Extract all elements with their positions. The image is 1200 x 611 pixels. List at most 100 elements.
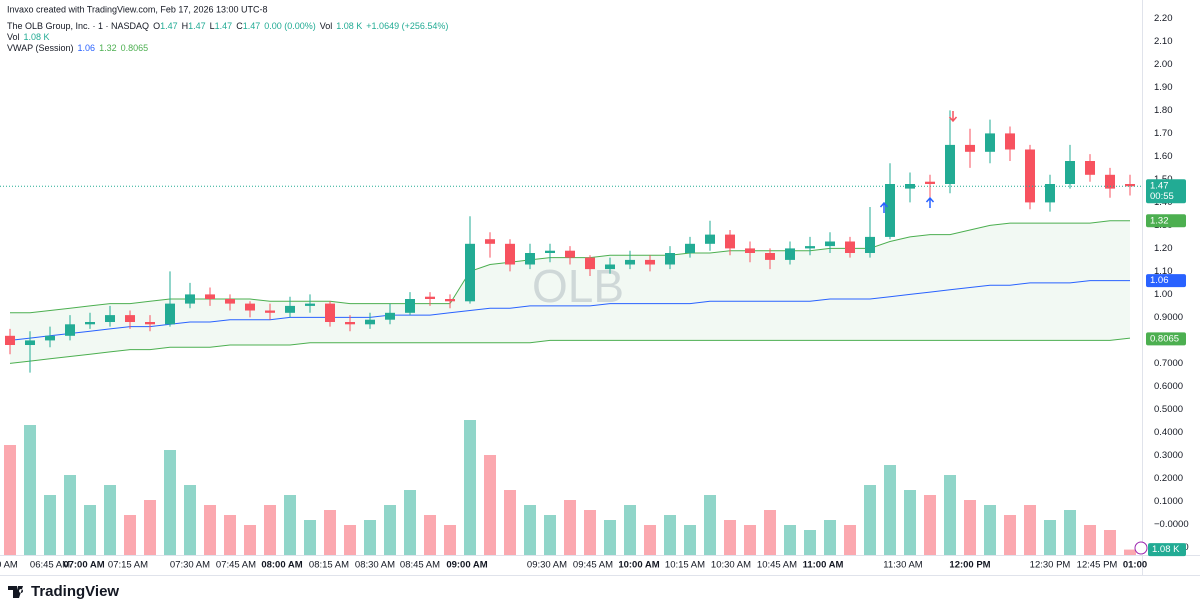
volume-bar bbox=[784, 525, 796, 555]
y-tick-label: 1.20 bbox=[1154, 243, 1173, 254]
legend-item: 1.47 bbox=[215, 21, 233, 31]
legend-item: 1.06 bbox=[78, 43, 96, 53]
candle-body bbox=[1025, 149, 1035, 203]
price-label-box bbox=[1146, 274, 1186, 288]
candle-body bbox=[965, 144, 975, 152]
volume-bar bbox=[544, 515, 556, 555]
legend-item: The OLB Group, Inc. · 1 · NASDAQ bbox=[7, 21, 149, 31]
volume-label: 1.08 K bbox=[1152, 544, 1180, 555]
price-label-box bbox=[1146, 214, 1186, 228]
candle-body bbox=[985, 133, 995, 152]
candle-body bbox=[45, 335, 55, 341]
volume-bar bbox=[84, 505, 96, 555]
volume-bar bbox=[364, 520, 376, 555]
candle-body bbox=[285, 305, 295, 313]
candle-body bbox=[865, 236, 875, 254]
volume-bar bbox=[604, 520, 616, 555]
buy-signal bbox=[925, 196, 935, 208]
volume-bar bbox=[104, 485, 116, 555]
candle-body bbox=[185, 294, 195, 304]
legend-item: C bbox=[236, 21, 243, 31]
candle-body bbox=[565, 250, 575, 258]
price-label: 0.8065 bbox=[1150, 333, 1179, 344]
candle-body bbox=[5, 335, 15, 346]
y-tick-label: 0.2000 bbox=[1154, 473, 1183, 484]
volume-bar bbox=[724, 520, 736, 555]
volume-bar bbox=[464, 420, 476, 555]
legend-item: 1.47 bbox=[160, 21, 178, 31]
volume-bar bbox=[924, 495, 936, 555]
price-label: 1.06 bbox=[1150, 275, 1169, 286]
legend-item: 1.47 bbox=[243, 21, 261, 31]
x-tick-label: 11:30 AM bbox=[883, 560, 923, 571]
volume-bar bbox=[264, 505, 276, 555]
legend-item: Vol bbox=[7, 32, 20, 42]
x-tick-label: 08:30 AM bbox=[355, 560, 395, 571]
credit: Invaxo created with TradingView.com, Feb… bbox=[7, 4, 267, 14]
y-tick-label: 0.5000 bbox=[1154, 404, 1183, 415]
volume-bar bbox=[964, 500, 976, 555]
y-tick-label: 2.00 bbox=[1154, 59, 1173, 70]
volume-bar bbox=[444, 525, 456, 555]
volume-bar bbox=[1024, 505, 1036, 555]
volume-bar bbox=[644, 525, 656, 555]
x-tick-label: 08:15 AM bbox=[309, 560, 349, 571]
price-label: 1.47 bbox=[1150, 180, 1169, 191]
candle-body bbox=[25, 340, 35, 346]
candle-body bbox=[645, 259, 655, 265]
y-tick-label: 2.10 bbox=[1154, 36, 1173, 47]
volume-bar bbox=[844, 525, 856, 555]
candle-body bbox=[325, 303, 335, 323]
y-tick-label: 1.10 bbox=[1154, 266, 1173, 277]
volume-bar bbox=[1044, 520, 1056, 555]
y-tick-label: 1.60 bbox=[1154, 151, 1173, 162]
price-label-box bbox=[1146, 179, 1186, 204]
vwap-line bbox=[9, 280, 1130, 341]
candle-body bbox=[305, 303, 315, 306]
legend-item: Vol bbox=[320, 21, 333, 31]
candle-body bbox=[805, 246, 815, 249]
brand: TradingView bbox=[31, 583, 119, 600]
candle-body bbox=[385, 312, 395, 320]
y-tick-label: 0.4000 bbox=[1154, 427, 1183, 438]
x-tick-label: 09:30 AM bbox=[527, 560, 567, 571]
volume-bar bbox=[184, 485, 196, 555]
x-tick-label: 12:45 PM bbox=[1077, 560, 1118, 571]
volume-bar bbox=[864, 485, 876, 555]
volume-bar bbox=[24, 425, 36, 555]
candle-body bbox=[585, 257, 595, 270]
price-axis-bg bbox=[1142, 0, 1200, 575]
legend-item: 1.47 bbox=[188, 21, 206, 31]
candle-body bbox=[165, 303, 175, 325]
price-countdown: 00:55 bbox=[1150, 191, 1174, 202]
x-tick-label: 06:45 AM bbox=[30, 560, 70, 571]
volume-bar bbox=[404, 490, 416, 555]
legend-symbol: The OLB Group, Inc. · 1 · NASDAQ O1.47 H1.… bbox=[7, 21, 448, 31]
candle-body bbox=[665, 253, 675, 265]
x-tick-label: 07:30 AM bbox=[170, 560, 210, 571]
y-tick-label: 0.6000 bbox=[1154, 381, 1183, 392]
volume-bar bbox=[984, 505, 996, 555]
volume-bar bbox=[1084, 525, 1096, 555]
volume-bar bbox=[944, 475, 956, 555]
volume-bar bbox=[624, 505, 636, 555]
sell-signal bbox=[948, 111, 958, 123]
y-tick-label: 0.3000 bbox=[1154, 450, 1183, 461]
volume-bar bbox=[4, 445, 16, 555]
volume-bar bbox=[44, 495, 56, 555]
candle-body bbox=[825, 241, 835, 247]
alert-icon[interactable] bbox=[1134, 541, 1148, 555]
candle-body bbox=[925, 181, 935, 185]
volume-label-box bbox=[1148, 543, 1186, 557]
volume-bar bbox=[1064, 510, 1076, 555]
candle-body bbox=[145, 322, 155, 325]
y-tick-label: 0.9000 bbox=[1154, 312, 1183, 323]
legend-item: VWAP (Session) bbox=[7, 43, 74, 53]
candle-body bbox=[765, 253, 775, 260]
volume-bar bbox=[1104, 530, 1116, 555]
candle-body bbox=[425, 296, 435, 300]
x-tick-label: 01:00 bbox=[1123, 560, 1147, 571]
legend-item: 1.08 K bbox=[336, 21, 362, 31]
price-label: 1.32 bbox=[1150, 215, 1169, 226]
x-tick-label: 08:45 AM bbox=[400, 560, 440, 571]
